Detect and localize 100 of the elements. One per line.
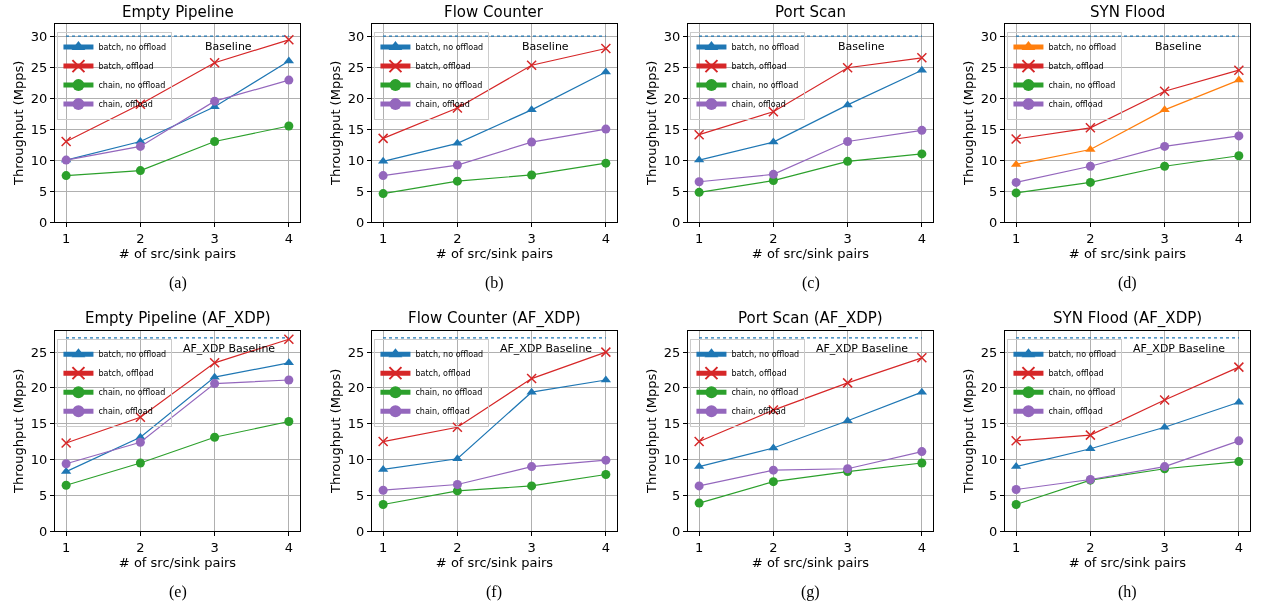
point xyxy=(1085,161,1095,171)
y-tick-label: 20 xyxy=(663,90,681,106)
y-tick-label: 20 xyxy=(663,380,681,396)
y-tick-label: 15 xyxy=(663,121,681,137)
y-tick-label: 15 xyxy=(980,416,998,432)
y-tick-label: 10 xyxy=(347,152,365,168)
point xyxy=(209,57,220,68)
y-tick-label: 20 xyxy=(30,380,48,396)
point xyxy=(1011,177,1021,187)
legend-label: batch, no offload xyxy=(415,43,484,53)
x-axis-title: # of src/sink pairs xyxy=(751,555,870,571)
legend-label: batch, offload xyxy=(731,62,787,72)
legend-label: chain, no offload xyxy=(731,81,799,91)
y-tick-label: 5 xyxy=(356,487,365,503)
legend-label: chain, no offload xyxy=(1048,81,1116,91)
point xyxy=(284,417,294,427)
x-tick-label: 3 xyxy=(210,539,219,555)
y-axis-title: Throughput (Mpps) xyxy=(960,60,976,187)
y-tick-label: 5 xyxy=(672,183,681,199)
point xyxy=(60,437,72,449)
x-tick-label: 4 xyxy=(601,539,610,555)
y-tick-label: 10 xyxy=(663,451,681,467)
legend-label: chain, offload xyxy=(415,407,470,417)
x-tick-label: 3 xyxy=(1160,230,1169,246)
legend-label: batch, offload xyxy=(415,369,471,379)
point xyxy=(1011,485,1021,494)
point xyxy=(135,141,145,151)
legend-label: chain, offload xyxy=(1048,100,1103,110)
point xyxy=(1233,361,1245,373)
ref-line-label: AF_XDP Baseline xyxy=(500,342,593,355)
y-tick-label: 30 xyxy=(663,28,681,44)
x-tick-label: 2 xyxy=(453,539,462,555)
point xyxy=(694,187,704,197)
point xyxy=(842,62,853,73)
x-tick-label: 2 xyxy=(453,230,462,246)
chart-title: Empty Pipeline (AF_XDP) xyxy=(85,309,271,328)
point xyxy=(843,136,853,146)
y-tick-label: 0 xyxy=(356,523,365,539)
legend-label: batch, offload xyxy=(1048,62,1104,72)
x-tick-label: 1 xyxy=(379,539,388,555)
point xyxy=(210,136,220,146)
point xyxy=(60,136,72,147)
chart-title: Port Scan xyxy=(775,3,846,21)
y-tick-label: 20 xyxy=(980,380,998,396)
point xyxy=(377,436,389,447)
x-tick-label: 1 xyxy=(62,539,71,555)
point xyxy=(1234,131,1244,141)
y-tick-label: 20 xyxy=(980,90,998,106)
point xyxy=(694,481,704,491)
point xyxy=(917,458,927,468)
point xyxy=(283,333,295,345)
x-tick-label: 3 xyxy=(527,230,536,246)
point xyxy=(601,469,611,479)
legend-label: batch, no offload xyxy=(1048,350,1117,360)
y-tick-label: 0 xyxy=(356,214,365,230)
legend-label: batch, offload xyxy=(98,369,154,379)
x-tick-label: 2 xyxy=(136,230,145,246)
point xyxy=(1010,133,1022,145)
point xyxy=(1234,151,1244,161)
legend-label: batch, no offload xyxy=(98,350,167,360)
y-tick-label: 25 xyxy=(347,59,365,75)
y-tick-label: 15 xyxy=(30,416,48,432)
x-tick-label: 4 xyxy=(284,539,293,555)
point xyxy=(1011,188,1021,198)
chart-title: Port Scan (AF_XDP) xyxy=(738,309,883,328)
y-tick-label: 25 xyxy=(980,344,998,360)
y-tick-label: 5 xyxy=(39,487,48,503)
point xyxy=(284,375,294,385)
point xyxy=(916,352,928,364)
y-tick-label: 20 xyxy=(347,90,365,106)
y-tick-label: 25 xyxy=(30,59,48,75)
point xyxy=(61,171,71,181)
y-tick-label: 10 xyxy=(980,152,998,168)
legend-label: batch, offload xyxy=(1048,369,1104,379)
y-axis-title: Throughput (Mpps) xyxy=(643,368,659,494)
x-tick-label: 2 xyxy=(1086,230,1095,246)
legend-label: chain, no offload xyxy=(98,388,166,398)
legend-label: chain, offload xyxy=(1048,407,1103,417)
y-axis-title: Throughput (Mpps) xyxy=(10,368,26,494)
y-tick-label: 10 xyxy=(30,451,48,467)
x-tick-label: 1 xyxy=(1012,539,1021,555)
point xyxy=(378,500,388,510)
legend-label: batch, no offload xyxy=(98,43,167,53)
x-tick-label: 3 xyxy=(527,539,536,555)
y-axis-title: Throughput (Mpps) xyxy=(960,368,976,494)
x-tick-label: 2 xyxy=(769,539,778,555)
point xyxy=(1159,394,1170,406)
point xyxy=(768,106,779,117)
point xyxy=(1011,500,1021,510)
point xyxy=(378,485,388,495)
point xyxy=(601,124,611,134)
x-tick-label: 1 xyxy=(695,230,704,246)
point xyxy=(526,373,537,384)
x-tick-label: 4 xyxy=(917,539,926,555)
y-axis-title: Throughput (Mpps) xyxy=(10,60,26,187)
point xyxy=(527,137,537,147)
point xyxy=(1234,457,1244,467)
chart-title: Empty Pipeline xyxy=(122,3,234,21)
point xyxy=(1234,436,1244,446)
y-tick-label: 0 xyxy=(39,214,48,230)
